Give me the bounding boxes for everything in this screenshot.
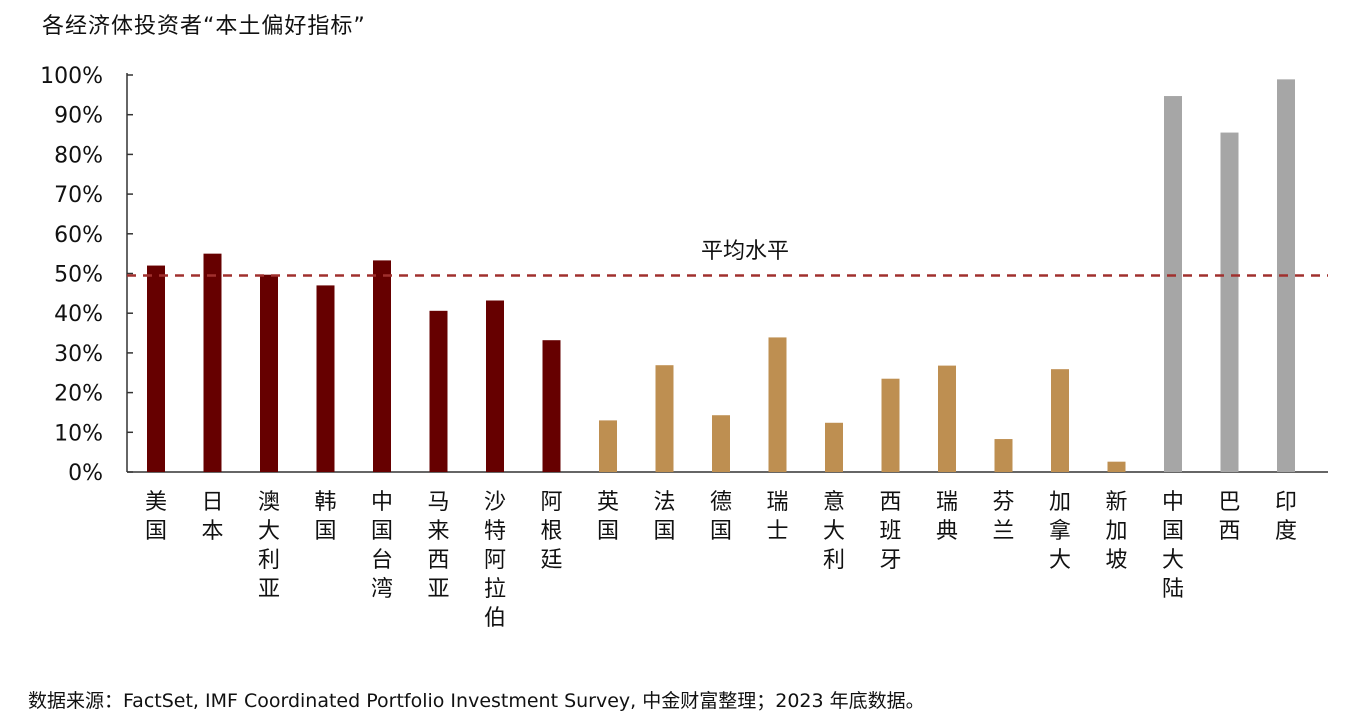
x-tick-label: 德国 [709, 490, 732, 544]
x-tick-label: 英国 [596, 490, 619, 544]
bar-沙特阿拉伯 [486, 300, 504, 472]
chart-title: 各经济体投资者“本土偏好指标” [42, 14, 366, 39]
bar-加拿大 [1051, 369, 1069, 472]
x-tick-label: 西班牙 [879, 490, 902, 573]
bar-瑞典 [938, 365, 956, 472]
y-tick-label: 20% [54, 382, 103, 407]
y-tick-label: 70% [54, 183, 103, 208]
y-tick-label: 10% [54, 421, 103, 446]
y-tick-label: 100% [40, 64, 103, 89]
x-tick-label: 新加坡 [1105, 490, 1128, 573]
bar-美国 [147, 265, 165, 472]
x-tick-label: 法国 [653, 490, 676, 544]
bar-瑞士 [768, 337, 787, 472]
bar-意大利 [825, 422, 843, 472]
bar-德国 [712, 415, 730, 472]
x-tick-label: 韩国 [314, 490, 337, 544]
x-tick-label: 中国台湾 [370, 490, 393, 602]
y-tick-label: 0% [68, 461, 103, 486]
x-tick-label: 澳大利亚 [257, 490, 280, 602]
x-tick-label: 印度 [1274, 490, 1297, 544]
bar-马来西亚 [429, 310, 448, 472]
x-tick-label: 意大利 [822, 490, 845, 573]
y-tick-label: 60% [54, 223, 103, 248]
bar-日本 [203, 253, 222, 472]
source-note: 数据来源：FactSet, IMF Coordinated Portfolio … [28, 690, 925, 712]
y-tick-label: 40% [54, 302, 103, 327]
x-tick-label: 芬兰 [992, 490, 1015, 544]
bar-芬兰 [994, 439, 1013, 472]
x-tick-label: 日本 [201, 490, 224, 544]
bar-澳大利亚 [260, 274, 278, 472]
x-tick-label: 美国 [144, 490, 167, 544]
y-tick-label: 30% [54, 342, 103, 367]
x-tick-label: 瑞典 [935, 490, 958, 544]
bar-法国 [655, 365, 674, 472]
bar-中国台湾 [373, 260, 391, 472]
x-tick-label: 马来西亚 [427, 490, 450, 602]
y-tick-label: 90% [54, 104, 103, 129]
y-tick-label: 80% [54, 143, 103, 168]
x-tick-label: 巴西 [1218, 490, 1241, 544]
x-tick-label: 沙特阿拉伯 [483, 490, 506, 631]
bar-阿根廷 [542, 340, 561, 472]
x-tick-label: 阿根廷 [540, 490, 563, 573]
bar-西班牙 [881, 378, 900, 472]
average-line-label: 平均水平 [701, 239, 789, 264]
bar-巴西 [1220, 132, 1239, 472]
x-tick-label: 瑞士 [766, 490, 789, 544]
bar-新加坡 [1107, 461, 1126, 472]
x-tick-label: 加拿大 [1048, 490, 1071, 573]
bar-英国 [599, 420, 617, 472]
x-tick-label: 中国大陆 [1161, 490, 1184, 602]
y-tick-label: 50% [54, 263, 103, 288]
bar-韩国 [316, 285, 335, 472]
bar-中国大陆 [1164, 96, 1182, 472]
